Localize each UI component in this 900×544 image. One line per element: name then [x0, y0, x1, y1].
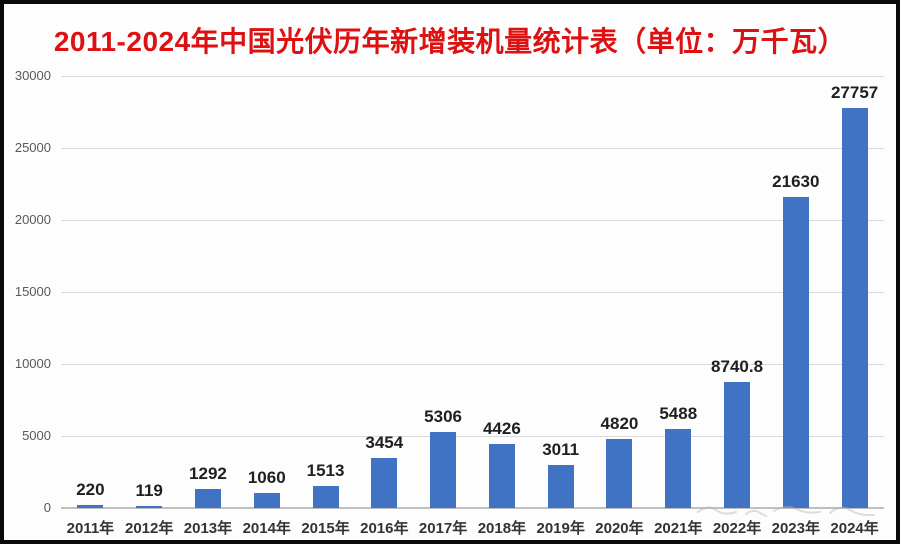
x-axis-tick-label: 2014年: [242, 520, 291, 537]
bar: [841, 108, 868, 508]
bar-value-label: 21630: [772, 171, 820, 191]
bar: [136, 506, 163, 508]
x-axis-tick-label: 2012年: [124, 520, 174, 537]
bar: [312, 486, 339, 508]
x-axis-tick-label: 2021年: [654, 520, 703, 537]
bar-value-label: 4426: [482, 419, 521, 439]
y-axis-tick-label: 10000: [14, 356, 51, 371]
chart-title: 2011-2024年中国光伏历年新增装机量统计表（单位：万千瓦）: [53, 26, 847, 57]
bar: [547, 464, 574, 508]
x-axis-tick-label: 2023年: [771, 520, 820, 537]
bar-value-label: 8740.8: [711, 357, 764, 377]
x-axis-tick-label: 2018年: [477, 520, 527, 537]
x-axis-tick-label: 2020年: [595, 520, 644, 537]
y-axis-tick-label: 30000: [14, 68, 51, 83]
gridline: [61, 75, 884, 77]
bar-value-label: 3454: [365, 433, 404, 453]
bar-value-label: 3011: [542, 439, 580, 459]
gridline: [61, 363, 884, 365]
bar: [724, 382, 751, 508]
plot-area: 0 5000 10000 15000 20000 25000 30000 220 2011年 11…: [15, 68, 884, 537]
gridline: [61, 219, 884, 221]
x-axis-tick-label: 2024年: [830, 520, 879, 537]
y-axis-tick-label: 0: [43, 500, 51, 515]
bar-value-label: 5306: [424, 406, 463, 426]
x-axis-tick-label: 2016年: [360, 520, 409, 537]
y-axis-tick-label: 15000: [14, 284, 51, 299]
x-axis-tick-label: 2011年: [66, 520, 115, 537]
x-axis-tick-label: 2015年: [301, 520, 350, 537]
y-axis-tick-label: 20000: [14, 212, 51, 227]
bar-value-label: 119: [135, 481, 163, 500]
y-axis-tick-label: 25000: [14, 140, 51, 155]
bar: [430, 431, 457, 508]
bar-value-label: 5488: [659, 403, 698, 423]
x-axis-tick-label: 2022年: [712, 520, 762, 537]
bar-value-label: 27757: [830, 83, 879, 103]
gridline: [61, 147, 884, 149]
bar-value-label: 4820: [600, 413, 639, 433]
bar: [194, 489, 221, 508]
gridline: [61, 435, 884, 437]
bar: [782, 196, 809, 508]
x-axis-tick-label: 2013年: [183, 520, 233, 537]
bar-value-label: 220: [76, 479, 105, 499]
bar: [371, 458, 398, 508]
gridline: [61, 291, 884, 293]
x-axis-line: [61, 507, 884, 509]
x-axis-tick-label: 2017年: [418, 520, 468, 537]
x-axis-tick-label: 2019年: [536, 520, 585, 537]
bar-value-label: 1060: [247, 467, 286, 487]
bar: [488, 444, 515, 508]
bar: [77, 504, 104, 508]
bar-value-label: 1292: [189, 464, 227, 484]
y-axis-tick-label: 5000: [22, 428, 51, 443]
bar: [665, 428, 692, 508]
bar-value-label: 1513: [306, 461, 345, 481]
bar: [606, 438, 633, 508]
bar: [253, 492, 280, 508]
